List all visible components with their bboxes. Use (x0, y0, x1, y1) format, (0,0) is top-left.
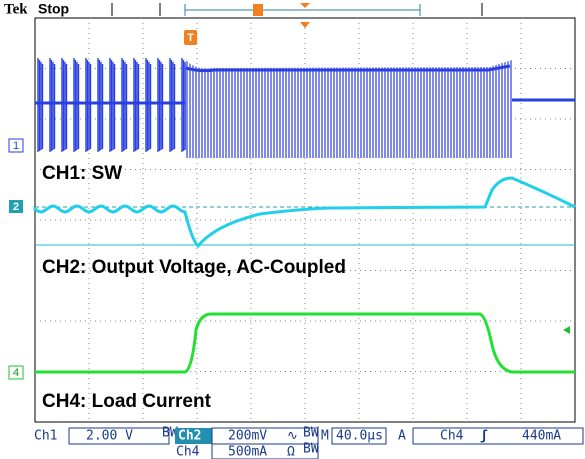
record-trigger (253, 4, 263, 16)
ch4-trace (35, 312, 575, 374)
trigger-marker-box (184, 30, 197, 45)
ch2-bw: BW (303, 426, 319, 441)
ch2-marker-box (9, 200, 23, 213)
trigger-arrow (300, 22, 310, 28)
ch2-name: Ch2 (178, 429, 201, 444)
record-bracket (184, 4, 421, 16)
trigger-box (412, 427, 584, 445)
time-prefix: M (321, 429, 329, 444)
ch1-marker: 1 (13, 140, 19, 152)
trigger-pos (300, 3, 310, 8)
ch2-coupling: ∿ (287, 429, 298, 444)
run-status: Stop (38, 1, 69, 17)
trigger-level: 440mA (522, 429, 561, 444)
trigger-mode: A (398, 429, 406, 444)
ch4-term: Ω (287, 445, 295, 459)
ch4-marker: 4 (13, 367, 19, 379)
ch4-marker-box (8, 365, 24, 380)
ch1-bursts (37, 58, 188, 152)
trigger-slope: ʃ (480, 429, 488, 444)
ch2-marker: 2 (13, 201, 19, 213)
brand: Tek (4, 1, 28, 17)
ch1-scale: 2.00 V (86, 429, 133, 444)
trigger-level-arrow (563, 326, 570, 334)
time-scale: 40.0µs (336, 429, 383, 444)
trigger-marker: T (187, 32, 194, 44)
readout-bar (0, 424, 585, 459)
ch4-name: Ch4 (176, 445, 200, 459)
ch1-box (68, 427, 170, 445)
ch4-label: CH4: Load Current (42, 391, 212, 412)
ch2-label: CH2: Output Voltage, AC-Coupled (42, 257, 346, 278)
ch1-envelope (185, 64, 511, 73)
ch1-label: CH1: SW (42, 163, 122, 184)
ch2-trace (33, 176, 576, 249)
ch4-bw: BW (303, 442, 319, 457)
ch4-scale: 500mA (228, 445, 267, 459)
trigger-source: Ch4 (440, 429, 464, 444)
ch1-bw: BW (162, 426, 178, 441)
ch1-marker-box (8, 138, 24, 153)
ch2-name-box (175, 428, 212, 444)
ch2-scale: 200mV (228, 429, 267, 444)
ch1-name: Ch1 (34, 429, 57, 444)
ch4-box (211, 443, 319, 459)
time-box (331, 427, 387, 445)
ch1-block (186, 60, 512, 158)
